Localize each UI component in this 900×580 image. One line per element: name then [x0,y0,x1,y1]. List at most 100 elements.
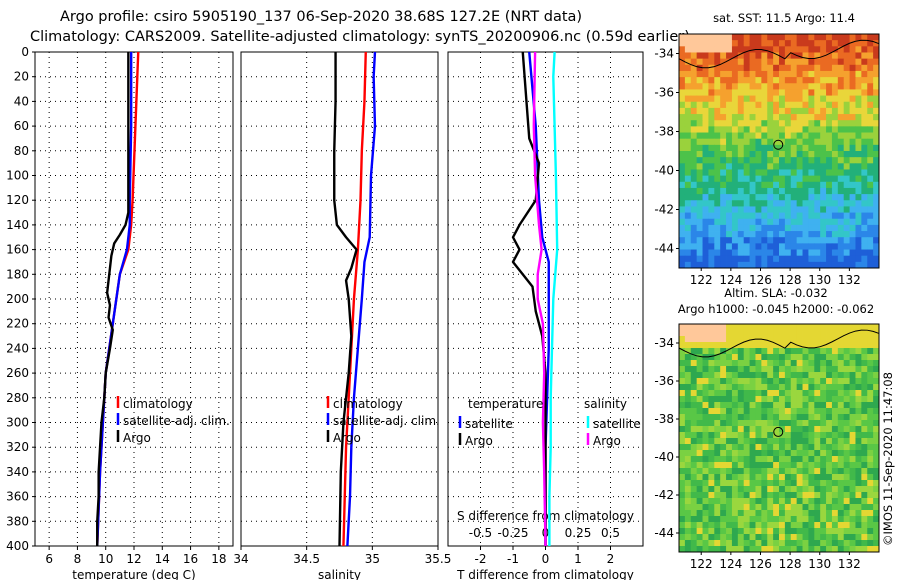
map-cell [820,408,827,415]
map-cell [831,378,839,385]
map-cell [684,432,692,439]
map-cell [873,336,880,343]
map-cell [708,224,715,232]
map-cell [731,396,739,403]
map-cell [690,34,698,41]
map-cell [743,83,750,90]
map-cell [837,420,845,427]
map-cell [696,468,703,475]
map-cell [861,200,868,207]
map-cell [773,70,780,78]
map-cell [820,390,827,397]
map-cell [814,187,821,195]
map-cell [690,384,698,391]
map-cell [784,237,792,244]
map-cell [808,181,815,189]
map-cell [726,101,733,109]
map-cell [761,426,768,433]
map-cell [714,237,721,244]
map-cell [849,107,856,115]
map-cell [861,206,868,213]
map-cell [779,528,786,535]
map-cell [849,486,856,493]
map-cell [761,46,768,53]
map-cell [702,438,709,445]
map-cell [755,237,762,244]
map-cell [867,52,874,60]
map-cell [820,414,827,421]
map-cell [708,354,715,361]
map-cell [696,474,703,481]
map-cell [755,360,762,367]
map-cell [684,46,692,53]
map-cell [708,324,715,331]
map-cell [720,157,727,164]
map-cell [702,77,709,84]
map-cell [820,40,827,47]
map-cell [808,408,815,415]
map-cell [743,46,750,53]
y-tick-label: 320 [6,440,29,454]
map-cell [684,126,692,133]
map-cell [867,534,874,541]
map-cell [702,444,709,451]
map-cell [726,498,733,505]
map-cell [761,504,768,511]
map-cell [755,384,762,391]
map-cell [708,212,715,220]
map-cell [737,342,745,349]
map-cell [855,498,862,505]
map-cell [843,206,850,213]
map-cell [731,163,739,170]
map-cell [802,456,809,463]
map-cell [749,438,756,445]
map-cell [779,187,786,195]
map-cell [802,206,809,213]
map-cell [867,187,874,195]
map-cell [820,261,827,269]
map-cell [714,408,721,415]
map-cell [696,396,703,403]
map-cell [702,107,709,115]
map-cell [690,354,698,361]
map-cell [749,151,756,158]
map-cell [779,396,786,403]
map-cell [696,378,703,385]
map-cell [808,58,815,66]
map-cell [684,261,692,269]
map-cell [773,546,780,553]
map-cell [726,360,733,367]
map-cell [726,426,733,433]
map-cell [767,64,774,72]
map-cell [802,169,809,177]
map-cell [679,126,686,133]
map-cell [843,402,850,409]
map-cell [761,510,768,517]
map-cell [808,95,815,103]
map-cell [702,58,709,66]
map-cell [826,243,833,250]
map-cell [720,70,727,78]
map-cell [779,402,786,409]
map-cell [773,95,780,103]
map-cell [720,187,727,195]
map-cell [749,89,756,96]
map-cell [873,468,880,475]
map-cell [831,163,839,170]
map-cell [690,206,698,213]
map-cell [720,444,727,451]
map-cell [837,157,845,164]
map-cell [731,378,739,385]
map-cell [684,510,692,517]
map-cell [696,95,703,103]
map-cell [873,58,880,66]
map-cell [837,89,845,96]
map-cell [784,200,792,207]
map-cell [796,348,803,355]
map-cell [773,408,780,415]
map-cell [690,255,698,263]
map-cell [737,372,745,379]
map-cell [696,107,703,115]
map-cell [690,468,698,475]
map-cell [820,372,827,379]
